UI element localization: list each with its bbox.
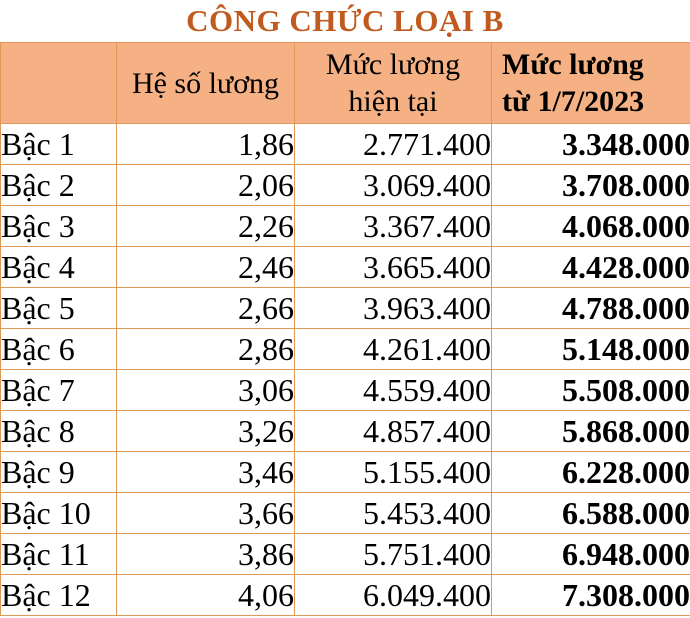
table-row: Bậc 11 3,86 5.751.400 6.948.000 [0,533,690,575]
muc-luong-hien-tai-value: 3.963.400 [294,287,492,329]
bac-label: Bậc 1 [0,123,117,165]
table-row: Bậc 9 3,46 5.155.400 6.228.000 [0,451,690,493]
header-muc-luong-hien-tai: Mức lương hiện tại [294,42,492,124]
bac-label: Bậc 8 [0,410,117,452]
muc-luong-2023-value: 6.948.000 [491,533,690,575]
muc-luong-2023-value: 4.428.000 [491,246,690,288]
table-row: Bậc 3 2,26 3.367.400 4.068.000 [0,205,690,247]
table-row: Bậc 5 2,66 3.963.400 4.788.000 [0,287,690,329]
muc-luong-2023-value: 7.308.000 [491,574,690,616]
he-so-luong-value: 2,06 [116,164,295,206]
he-so-luong-value: 2,26 [116,205,295,247]
bac-label: Bậc 12 [0,574,117,616]
muc-luong-hien-tai-value: 3.069.400 [294,164,492,206]
muc-luong-hien-tai-value: 5.751.400 [294,533,492,575]
muc-luong-hien-tai-value: 5.155.400 [294,451,492,493]
table-row: Bậc 12 4,06 6.049.400 7.308.000 [0,574,690,616]
table-row: Bậc 10 3,66 5.453.400 6.588.000 [0,492,690,534]
bac-label: Bậc 10 [0,492,117,534]
table-header-row: Hệ số lương Mức lương hiện tại Mức lương… [0,42,690,124]
bac-label: Bậc 9 [0,451,117,493]
bac-label: Bậc 5 [0,287,117,329]
table-row: Bậc 7 3,06 4.559.400 5.508.000 [0,369,690,411]
he-so-luong-value: 3,06 [116,369,295,411]
muc-luong-2023-value: 5.868.000 [491,410,690,452]
table-row: Bậc 6 2,86 4.261.400 5.148.000 [0,328,690,370]
he-so-luong-value: 2,66 [116,287,295,329]
muc-luong-2023-value: 6.588.000 [491,492,690,534]
salary-table: Hệ số lương Mức lương hiện tại Mức lương… [0,42,690,616]
he-so-luong-value: 2,86 [116,328,295,370]
muc-luong-hien-tai-value: 4.559.400 [294,369,492,411]
bac-label: Bậc 6 [0,328,117,370]
header-he-so-luong: Hệ số lương [116,42,295,124]
bac-label: Bậc 11 [0,533,117,575]
bac-label: Bậc 7 [0,369,117,411]
table-row: Bậc 4 2,46 3.665.400 4.428.000 [0,246,690,288]
muc-luong-hien-tai-value: 6.049.400 [294,574,492,616]
muc-luong-2023-value: 3.348.000 [491,123,690,165]
he-so-luong-value: 4,06 [116,574,295,616]
muc-luong-2023-value: 4.068.000 [491,205,690,247]
he-so-luong-value: 1,86 [116,123,295,165]
muc-luong-2023-value: 3.708.000 [491,164,690,206]
he-so-luong-value: 3,86 [116,533,295,575]
muc-luong-2023-value: 6.228.000 [491,451,690,493]
bac-label: Bậc 3 [0,205,117,247]
muc-luong-hien-tai-value: 5.453.400 [294,492,492,534]
table-row: Bậc 8 3,26 4.857.400 5.868.000 [0,410,690,452]
muc-luong-hien-tai-value: 3.665.400 [294,246,492,288]
table-row: Bậc 2 2,06 3.069.400 3.708.000 [0,164,690,206]
table-row: Bậc 1 1,86 2.771.400 3.348.000 [0,123,690,165]
he-so-luong-value: 3,66 [116,492,295,534]
he-so-luong-value: 3,26 [116,410,295,452]
bac-label: Bậc 2 [0,164,117,206]
page-title: CÔNG CHỨC LOẠI B [186,3,504,38]
header-muc-luong-tu-1-7-2023: Mức lương từ 1/7/2023 [491,42,690,124]
muc-luong-2023-value: 4.788.000 [491,287,690,329]
he-so-luong-value: 2,46 [116,246,295,288]
muc-luong-2023-value: 5.508.000 [491,369,690,411]
he-so-luong-value: 3,46 [116,451,295,493]
header-empty [0,42,117,124]
muc-luong-hien-tai-value: 4.261.400 [294,328,492,370]
bac-label: Bậc 4 [0,246,117,288]
muc-luong-hien-tai-value: 2.771.400 [294,123,492,165]
muc-luong-hien-tai-value: 4.857.400 [294,410,492,452]
muc-luong-hien-tai-value: 3.367.400 [294,205,492,247]
muc-luong-2023-value: 5.148.000 [491,328,690,370]
